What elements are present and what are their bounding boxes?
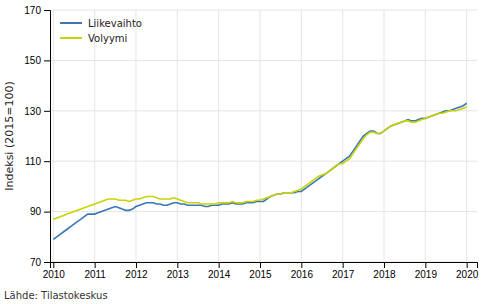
series-line xyxy=(53,107,466,219)
tick: 130 xyxy=(24,106,50,117)
tick-label: 2017 xyxy=(332,269,355,280)
grid-line-x xyxy=(177,10,178,262)
y-axis-title: Indeksi (2015=100) xyxy=(3,81,16,190)
tick-mark xyxy=(343,262,344,268)
tick-mark xyxy=(384,262,385,268)
tick: 2013 xyxy=(167,262,190,280)
grid-line-y xyxy=(50,10,477,11)
tick-mark xyxy=(44,262,50,263)
tick: 2010 xyxy=(43,262,66,280)
grid-line-x xyxy=(259,10,260,262)
tick: 2014 xyxy=(208,262,231,280)
grid xyxy=(50,10,477,262)
tick: 2012 xyxy=(125,262,148,280)
tick: 2017 xyxy=(332,262,355,280)
tick: 2016 xyxy=(291,262,314,280)
legend-item: Liikevaihto xyxy=(60,18,142,29)
tick-mark xyxy=(136,262,137,268)
legend-label: Volyymi xyxy=(88,33,127,44)
tick-label: 2014 xyxy=(208,269,231,280)
grid-line-y xyxy=(50,110,477,111)
legend-swatch xyxy=(60,22,82,24)
tick-label: 70 xyxy=(30,257,42,268)
tick: 2020 xyxy=(456,262,479,280)
tick-label: 2019 xyxy=(415,269,438,280)
tick-mark xyxy=(53,262,54,268)
tick: 2019 xyxy=(415,262,438,280)
tick-mark xyxy=(260,262,261,268)
grid-line-x xyxy=(94,10,95,262)
grid-line-y xyxy=(50,161,477,162)
chart: 2010 2011 2012 2013 2014 2015 2016 2017 2018 2019… xyxy=(0,0,493,304)
tick: 150 xyxy=(24,55,50,66)
grid-line-x xyxy=(383,10,384,262)
tick-mark xyxy=(95,262,96,268)
y-axis: 70 90 110 130 150 170 xyxy=(24,5,50,268)
grid-line-x xyxy=(301,10,302,262)
grid-line-x xyxy=(135,10,136,262)
tick-label: 2012 xyxy=(125,269,148,280)
axis-line xyxy=(44,11,51,263)
tick-label: 2015 xyxy=(249,269,272,280)
tick-label: 2020 xyxy=(456,269,479,280)
legend-label: Liikevaihto xyxy=(88,18,142,29)
tick-label: 2011 xyxy=(84,269,106,280)
tick-mark xyxy=(219,262,220,268)
legend-item: Volyymi xyxy=(60,33,127,44)
tick-mark xyxy=(301,262,302,268)
grid-line-y xyxy=(50,211,477,212)
tick-label: 110 xyxy=(25,156,41,167)
tick-mark xyxy=(44,10,50,11)
legend: Liikevaihto Volyymi xyxy=(60,18,142,44)
tick: 2011 xyxy=(84,262,106,280)
tick-label: 90 xyxy=(30,206,42,217)
tick-label: 130 xyxy=(24,106,41,117)
tick: 170 xyxy=(24,5,50,16)
axis-line xyxy=(51,263,478,269)
tick: 70 xyxy=(30,257,50,268)
series-line xyxy=(53,103,466,239)
x-axis: 2010 2011 2012 2013 2014 2015 2016 2017 2018 2019… xyxy=(43,262,479,280)
tick-mark xyxy=(44,60,50,61)
grid-line-x xyxy=(466,10,467,262)
tick-mark xyxy=(177,262,178,268)
grid-line-x xyxy=(53,10,54,262)
tick: 90 xyxy=(30,206,50,217)
tick-mark xyxy=(44,212,50,213)
grid-line-y xyxy=(50,60,477,61)
tick-label: 2018 xyxy=(373,269,396,280)
legend-swatch xyxy=(60,37,82,39)
plot-area xyxy=(53,103,466,239)
tick-label: 2010 xyxy=(43,269,66,280)
tick-label: 170 xyxy=(24,5,41,16)
tick-mark xyxy=(44,111,50,112)
tick: 2018 xyxy=(373,262,396,280)
grid-line-x xyxy=(425,10,426,262)
grid-line-x xyxy=(342,10,343,262)
grid-line-x xyxy=(218,10,219,262)
tick-mark xyxy=(425,262,426,268)
tick-label: 2016 xyxy=(291,269,314,280)
tick-mark xyxy=(44,161,50,162)
source-note: Lähde: Tilastokeskus xyxy=(4,290,108,301)
tick: 2015 xyxy=(249,262,272,280)
tick-mark xyxy=(467,262,468,268)
tick: 110 xyxy=(25,156,50,167)
tick-label: 150 xyxy=(24,55,41,66)
tick-label: 2013 xyxy=(167,269,190,280)
